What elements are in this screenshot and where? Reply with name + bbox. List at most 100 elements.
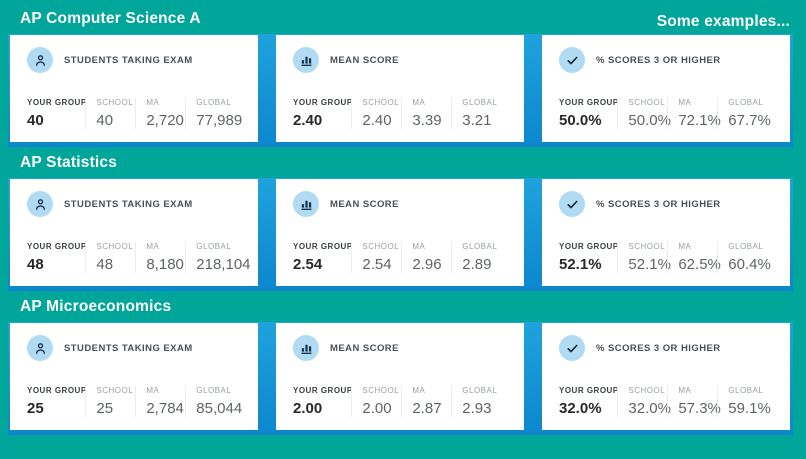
metric-header: MA	[678, 242, 692, 251]
section-title: AP Computer Science A	[20, 10, 201, 27]
metric-column-your-group: YOUR GROUP 40	[27, 98, 86, 129]
card-header: STUDENTS TAKING EXAM	[27, 335, 243, 361]
metric-header: GLOBAL	[196, 242, 232, 251]
bar-chart-icon	[293, 47, 319, 73]
metric-value: 59.1%	[728, 400, 771, 417]
section-title: AP Statistics	[20, 154, 118, 171]
card-header: MEAN SCORE	[293, 335, 509, 361]
metric-card: % SCORES 3 OR HIGHER YOUR GROUP 52.1% SC…	[542, 179, 790, 286]
metric-header: MA	[678, 386, 692, 395]
metric-header: GLOBAL	[462, 98, 498, 107]
metric-column-global: GLOBAL 60.4%	[717, 242, 775, 273]
metric-header: SCHOOL	[96, 242, 134, 251]
metric-card: % SCORES 3 OR HIGHER YOUR GROUP 50.0% SC…	[542, 35, 790, 142]
metrics-row: YOUR GROUP 32.0% SCHOOL 32.0% MA 57.3% G…	[559, 386, 775, 417]
metric-header: SCHOOL	[362, 98, 400, 107]
metric-value: 2.00	[362, 400, 392, 417]
metric-header: YOUR GROUP	[293, 98, 353, 107]
metric-header: YOUR GROUP	[559, 242, 619, 251]
metric-value: 2,784	[146, 400, 184, 417]
card-header: MEAN SCORE	[293, 191, 509, 217]
examples-note: Some examples...	[656, 13, 790, 30]
metric-header: YOUR GROUP	[293, 242, 353, 251]
course-section: AP Computer Science A STUDENTS TAKING EX…	[0, 6, 806, 147]
metric-column-school: SCHOOL 25	[85, 386, 135, 417]
sections-container: AP Computer Science A STUDENTS TAKING EX…	[0, 6, 806, 435]
metric-header: GLOBAL	[728, 242, 764, 251]
check-icon	[559, 47, 585, 73]
metric-value: 218,104	[196, 256, 251, 273]
metric-header: GLOBAL	[462, 386, 498, 395]
metric-column-ma: MA 3.39	[401, 98, 451, 129]
metric-value: 2.87	[412, 400, 442, 417]
card-header: % SCORES 3 OR HIGHER	[559, 335, 775, 361]
metric-value: 2.40	[293, 112, 323, 129]
metric-value: 25	[27, 400, 44, 417]
metric-value: 57.3%	[678, 400, 721, 417]
metric-value: 2.54	[293, 256, 323, 273]
metric-card-label: % SCORES 3 OR HIGHER	[596, 342, 721, 354]
metric-value: 50.0%	[628, 112, 671, 129]
metric-column-ma: MA 2.87	[401, 386, 451, 417]
metric-header: SCHOOL	[362, 386, 400, 395]
card-header: MEAN SCORE	[293, 47, 509, 73]
metric-header: MA	[412, 386, 426, 395]
metric-header: YOUR GROUP	[559, 98, 619, 107]
metric-column-your-group: YOUR GROUP 2.54	[293, 242, 353, 273]
metric-value: 8,180	[146, 256, 184, 273]
metric-header: GLOBAL	[196, 98, 232, 107]
metric-column-global: GLOBAL 2.89	[451, 242, 509, 273]
metric-card: MEAN SCORE YOUR GROUP 2.40 SCHOOL 2.40 M…	[276, 35, 524, 142]
metric-column-school: SCHOOL 2.40	[351, 98, 401, 129]
metric-column-school: SCHOOL 40	[85, 98, 135, 129]
metric-column-your-group: YOUR GROUP 52.1%	[559, 242, 619, 273]
metric-card-label: % SCORES 3 OR HIGHER	[596, 198, 721, 210]
metric-column-your-group: YOUR GROUP 25	[27, 386, 86, 417]
metric-value: 77,989	[196, 112, 243, 129]
metric-header: SCHOOL	[362, 242, 400, 251]
metric-card-label: MEAN SCORE	[330, 54, 399, 66]
metric-column-school: SCHOOL 32.0%	[617, 386, 671, 417]
cards-band: STUDENTS TAKING EXAM YOUR GROUP 25 SCHOO…	[8, 322, 793, 435]
card-header: STUDENTS TAKING EXAM	[27, 191, 243, 217]
metric-value: 72.1%	[678, 112, 721, 129]
metric-column-global: GLOBAL 85,044	[185, 386, 243, 417]
bar-chart-icon	[293, 335, 319, 361]
metric-card-label: STUDENTS TAKING EXAM	[64, 54, 193, 66]
metrics-row: YOUR GROUP 2.54 SCHOOL 2.54 MA 2.96 GLOB…	[293, 242, 509, 273]
metric-header: SCHOOL	[96, 98, 134, 107]
metric-card: MEAN SCORE YOUR GROUP 2.00 SCHOOL 2.00 M…	[276, 323, 524, 430]
metric-header: SCHOOL	[628, 386, 666, 395]
metric-column-global: GLOBAL 3.21	[451, 98, 509, 129]
metric-header: YOUR GROUP	[27, 242, 87, 251]
check-icon	[559, 335, 585, 361]
metric-column-school: SCHOOL 52.1%	[617, 242, 671, 273]
metrics-row: YOUR GROUP 2.40 SCHOOL 2.40 MA 3.39 GLOB…	[293, 98, 509, 129]
metric-value: 52.1%	[628, 256, 671, 273]
report-canvas: Some examples... AP Computer Science A S…	[0, 6, 806, 435]
metric-column-ma: MA 2,784	[135, 386, 185, 417]
metric-column-your-group: YOUR GROUP 2.00	[293, 386, 353, 417]
metric-card: STUDENTS TAKING EXAM YOUR GROUP 48 SCHOO…	[10, 179, 258, 286]
person-icon	[27, 47, 53, 73]
card-header: % SCORES 3 OR HIGHER	[559, 47, 775, 73]
metric-header: YOUR GROUP	[293, 386, 353, 395]
metric-column-global: GLOBAL 77,989	[185, 98, 243, 129]
metrics-row: YOUR GROUP 52.1% SCHOOL 52.1% MA 62.5% G…	[559, 242, 775, 273]
metric-header: GLOBAL	[196, 386, 232, 395]
metric-column-ma: MA 2,720	[135, 98, 185, 129]
metrics-row: YOUR GROUP 40 SCHOOL 40 MA 2,720 GLOBAL …	[27, 98, 243, 129]
metric-header: MA	[678, 98, 692, 107]
metric-value: 48	[96, 256, 114, 273]
metric-card-label: STUDENTS TAKING EXAM	[64, 342, 193, 354]
metric-value: 40	[96, 112, 114, 129]
metric-column-ma: MA 2.96	[401, 242, 451, 273]
metric-header: GLOBAL	[462, 242, 498, 251]
course-section: AP Statistics STUDENTS TAKING EXAM YOUR …	[0, 150, 806, 291]
metric-value: 50.0%	[559, 112, 602, 129]
metric-header: SCHOOL	[628, 98, 666, 107]
cards-band: STUDENTS TAKING EXAM YOUR GROUP 48 SCHOO…	[8, 178, 793, 291]
metrics-row: YOUR GROUP 50.0% SCHOOL 50.0% MA 72.1% G…	[559, 98, 775, 129]
card-header: % SCORES 3 OR HIGHER	[559, 191, 775, 217]
metric-column-global: GLOBAL 2.93	[451, 386, 509, 417]
